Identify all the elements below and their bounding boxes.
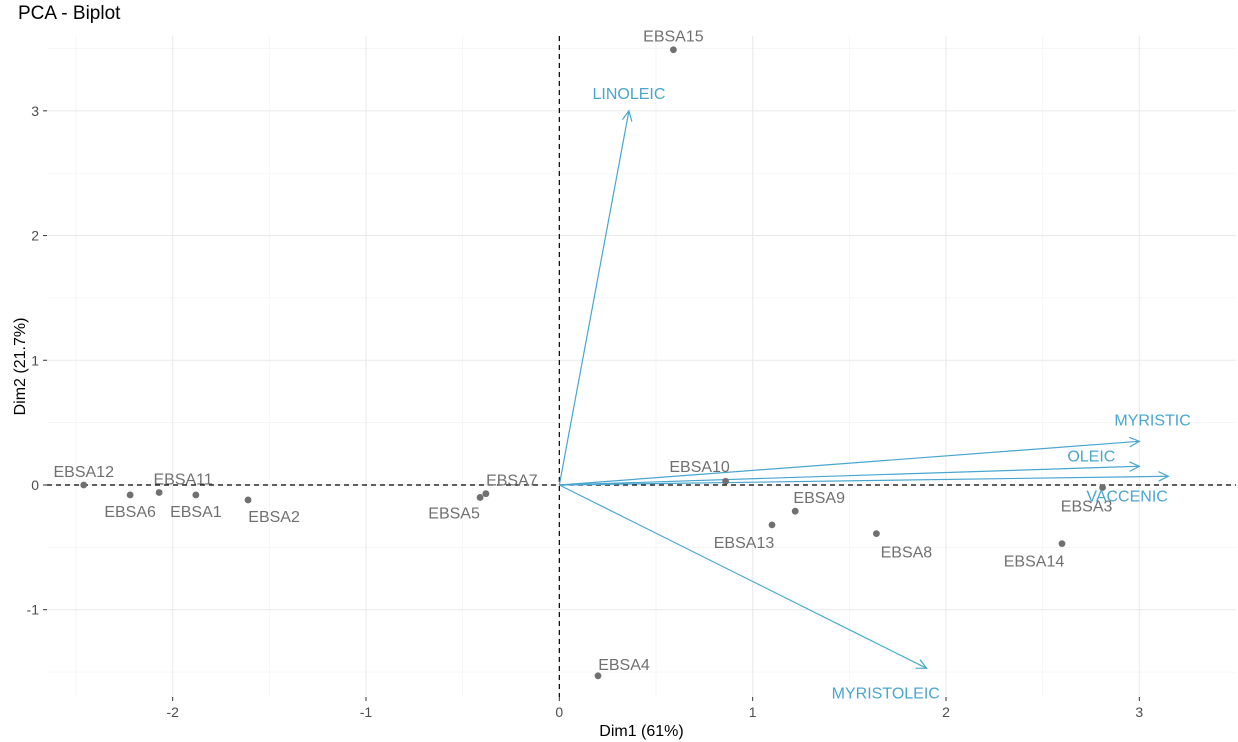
- variable-label-oleic: OLEIC: [1067, 448, 1115, 465]
- label-ebsa15: EBSA15: [643, 29, 704, 46]
- individual-labels: EBSA12 EBSA6 EBSA11 EBSA1 EBSA2 EBSA5 EBSA7 EBS…: [53, 29, 1112, 674]
- individual-points: [80, 46, 1106, 680]
- y-axis-ticks: -1 0 1 2 3: [27, 103, 47, 618]
- arrow-shaft: [558, 110, 630, 486]
- x-tick-label: 0: [555, 704, 563, 720]
- label-ebsa5: EBSA5: [428, 505, 480, 522]
- point-ebsa6: [126, 491, 134, 499]
- arrow-head: [1158, 471, 1170, 482]
- x-axis-ticks: -2 -1 0 1 2 3: [166, 697, 1143, 720]
- x-axis-title: Dim1 (61%): [599, 723, 683, 740]
- point-ebsa10: [722, 477, 729, 485]
- arrow-shaft: [559, 465, 1140, 486]
- arrow-head: [621, 109, 633, 122]
- point-ebsa5: [476, 494, 484, 501]
- label-ebsa6: EBSA6: [104, 504, 156, 521]
- chart-title: PCA - Biplot: [18, 3, 121, 24]
- point-ebsa2: [244, 496, 252, 504]
- y-tick-label: 2: [31, 228, 39, 244]
- variable-label-linoleic: LINOLEIC: [592, 86, 665, 103]
- y-tick-label: 3: [31, 103, 39, 119]
- arrow-head: [1128, 436, 1141, 448]
- point-ebsa8: [873, 530, 880, 538]
- label-ebsa3: EBSA3: [1061, 498, 1113, 515]
- grid-minor: [47, 36, 1236, 697]
- label-ebsa7: EBSA7: [486, 473, 538, 490]
- plot-panel: [47, 36, 1236, 697]
- reference-lines: [47, 36, 1236, 697]
- point-ebsa7: [482, 490, 490, 498]
- arrow-shaft: [559, 440, 1140, 486]
- point-ebsa9: [791, 507, 799, 515]
- arrow-head: [915, 659, 928, 669]
- variable-label-myristoleic: MYRISTOLEIC: [832, 685, 940, 702]
- arrow-myristic: [559, 436, 1141, 486]
- variable-label-vaccenic: VACCENIC: [1086, 488, 1168, 505]
- arrow-head: [1129, 461, 1141, 472]
- x-tick-label: 3: [1135, 704, 1143, 720]
- label-ebsa9: EBSA9: [793, 490, 845, 507]
- label-ebsa1: EBSA1: [170, 504, 222, 521]
- arrow-linoleic: [558, 109, 633, 486]
- label-ebsa13: EBSA13: [714, 535, 775, 552]
- label-ebsa12: EBSA12: [53, 464, 114, 481]
- variable-labels: LINOLEIC MYRISTIC OLEIC VACCENIC MYRISTOLEIC: [592, 86, 1190, 702]
- x-tick-label: -1: [360, 704, 373, 720]
- point-ebsa11: [155, 489, 163, 496]
- arrow-shaft: [559, 475, 1169, 486]
- y-tick-label: 1: [31, 352, 39, 368]
- y-tick-label: 0: [31, 477, 39, 493]
- point-ebsa4: [594, 672, 602, 680]
- label-ebsa11: EBSA11: [153, 471, 212, 488]
- y-tick-label: -1: [27, 602, 40, 618]
- label-ebsa4: EBSA4: [598, 657, 650, 674]
- label-ebsa2: EBSA2: [248, 509, 300, 526]
- point-ebsa13: [768, 521, 776, 529]
- point-ebsa1: [192, 491, 200, 499]
- arrow-vaccenic: [559, 471, 1170, 486]
- arrow-oleic: [559, 461, 1141, 486]
- variable-arrows: [558, 109, 1170, 669]
- label-ebsa8: EBSA8: [881, 545, 933, 562]
- point-ebsa14: [1058, 540, 1066, 547]
- x-tick-label: -2: [166, 704, 179, 720]
- label-ebsa14: EBSA14: [1004, 554, 1065, 571]
- arrow-shaft: [559, 484, 927, 669]
- point-ebsa3: [1099, 484, 1106, 491]
- label-ebsa10: EBSA10: [669, 459, 730, 476]
- x-tick-label: 2: [942, 704, 950, 720]
- x-tick-label: 1: [749, 704, 757, 720]
- arrow-myristoleic: [559, 484, 928, 669]
- y-axis-title: Dim2 (21.7%): [12, 318, 29, 416]
- variable-label-myristic: MYRISTIC: [1114, 412, 1190, 429]
- point-ebsa15: [670, 46, 677, 54]
- point-ebsa12: [80, 481, 88, 489]
